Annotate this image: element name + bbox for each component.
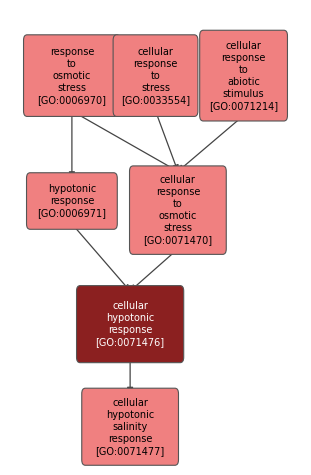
FancyBboxPatch shape — [200, 30, 287, 121]
Text: cellular
response
to
osmotic
stress
[GO:0071470]: cellular response to osmotic stress [GO:… — [143, 175, 212, 245]
Text: hypotonic
response
[GO:0006971]: hypotonic response [GO:0006971] — [37, 184, 106, 218]
FancyBboxPatch shape — [24, 35, 120, 116]
FancyBboxPatch shape — [82, 388, 179, 466]
Text: cellular
response
to
abiotic
stimulus
[GO:0071214]: cellular response to abiotic stimulus [G… — [209, 41, 278, 111]
FancyBboxPatch shape — [113, 35, 198, 116]
FancyBboxPatch shape — [77, 285, 184, 363]
FancyBboxPatch shape — [26, 173, 117, 229]
Text: response
to
osmotic
stress
[GO:0006970]: response to osmotic stress [GO:0006970] — [37, 47, 106, 104]
Text: cellular
hypotonic
response
[GO:0071476]: cellular hypotonic response [GO:0071476] — [95, 301, 165, 347]
Text: cellular
response
to
stress
[GO:0033554]: cellular response to stress [GO:0033554] — [121, 47, 190, 104]
Text: cellular
hypotonic
salinity
response
[GO:0071477]: cellular hypotonic salinity response [GO… — [95, 398, 165, 456]
FancyBboxPatch shape — [129, 166, 226, 255]
